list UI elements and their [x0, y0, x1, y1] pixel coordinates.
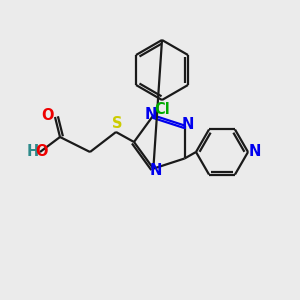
- Text: N: N: [149, 163, 161, 178]
- Text: O: O: [35, 143, 47, 158]
- Text: Cl: Cl: [154, 101, 170, 116]
- Text: N: N: [144, 107, 157, 122]
- Text: N: N: [249, 145, 261, 160]
- Text: S: S: [112, 116, 122, 131]
- Text: O: O: [42, 109, 54, 124]
- Text: H: H: [27, 143, 39, 158]
- Text: N: N: [182, 117, 194, 132]
